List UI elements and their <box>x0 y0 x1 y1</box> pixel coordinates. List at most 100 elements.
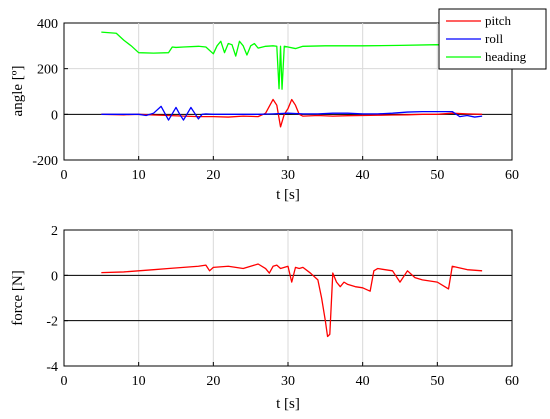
data-point-roll <box>190 107 191 108</box>
angle-x-tick-label: 40 <box>356 168 370 183</box>
data-point-roll <box>198 118 199 119</box>
data-point-heading <box>172 46 173 47</box>
data-point-pitch <box>317 115 318 116</box>
data-point-roll <box>179 114 180 115</box>
data-point-roll <box>272 113 273 114</box>
data-point-force-series <box>422 279 423 280</box>
data-point-heading <box>280 46 281 47</box>
data-point-force-series <box>258 263 259 264</box>
force-y-ticks: -4 -2 0 2 <box>46 224 68 375</box>
data-point-heading <box>243 45 244 46</box>
data-point-heading <box>246 54 247 55</box>
data-point-force-series <box>302 267 303 268</box>
data-point-pitch <box>291 99 292 100</box>
data-point-force-series <box>272 266 273 267</box>
data-point-roll <box>243 114 244 115</box>
data-point-pitch <box>407 114 408 115</box>
data-point-roll <box>164 113 165 114</box>
data-point-heading <box>278 88 279 89</box>
data-point-heading <box>123 40 124 41</box>
data-point-heading <box>250 45 251 46</box>
force-y-tick-label: -4 <box>46 360 58 375</box>
data-point-heading <box>220 41 221 42</box>
series-line-heading <box>101 31 483 90</box>
data-point-roll <box>205 113 206 114</box>
angle-x-tick-label: 30 <box>281 168 295 183</box>
data-point-force-series <box>414 277 415 278</box>
data-point-heading <box>302 46 303 47</box>
data-point-roll <box>287 113 288 114</box>
data-point-force-series <box>332 272 333 273</box>
force-x-tick-label: 10 <box>132 374 146 389</box>
data-point-heading <box>325 45 326 46</box>
data-point-heading <box>235 56 236 57</box>
force-x-tick-label: 30 <box>281 374 295 389</box>
data-point-pitch <box>287 108 288 109</box>
data-point-force-series <box>198 266 199 267</box>
force-x-axis-label: t [s] <box>276 396 300 412</box>
data-point-heading <box>183 46 184 47</box>
data-point-pitch <box>153 114 154 115</box>
force-x-tick-label: 50 <box>430 374 444 389</box>
data-point-pitch <box>258 116 259 117</box>
data-point-force-series <box>325 320 326 321</box>
data-point-heading <box>101 32 102 33</box>
data-point-roll <box>258 114 259 115</box>
data-point-force-series <box>444 286 445 287</box>
data-point-roll <box>392 113 393 114</box>
force-chart: 0 10 20 30 40 50 60 -4 -2 0 2 t [s] force [N] <box>10 224 519 412</box>
data-point-force-series <box>153 269 154 270</box>
data-point-heading <box>295 48 296 49</box>
angle-x-tick-label: 20 <box>206 168 220 183</box>
data-point-heading <box>281 89 282 90</box>
legend-label-roll: roll <box>485 31 503 46</box>
data-point-heading <box>284 46 285 47</box>
data-point-roll <box>213 114 214 115</box>
force-y-tick-label: -2 <box>46 315 58 330</box>
angle-legend: pitch roll heading <box>438 8 547 70</box>
data-point-roll <box>146 115 147 116</box>
data-point-heading <box>116 33 117 34</box>
angle-y-ticks: -200 0 200 400 <box>32 17 68 169</box>
data-point-pitch <box>183 116 184 117</box>
data-point-pitch <box>377 115 378 116</box>
force-x-tick-label: 40 <box>356 374 370 389</box>
data-point-pitch <box>332 116 333 117</box>
data-point-pitch <box>280 126 281 127</box>
force-x-tick-label: 0 <box>61 374 68 389</box>
angle-x-tick-label: 50 <box>430 168 444 183</box>
angle-y-axis-label: angle [º] <box>10 66 26 117</box>
data-point-roll <box>160 106 161 107</box>
data-point-force-series <box>183 267 184 268</box>
data-point-force-series <box>321 297 322 298</box>
data-point-pitch <box>213 116 214 117</box>
force-x-ticks: 0 10 20 30 40 50 60 <box>61 362 519 389</box>
data-point-force-series <box>482 270 483 271</box>
series-line-pitch <box>101 98 483 128</box>
data-point-heading <box>138 52 139 53</box>
data-point-heading <box>216 45 217 46</box>
data-point-pitch <box>295 105 296 106</box>
data-point-force-series <box>291 282 292 283</box>
data-point-force-series <box>340 286 341 287</box>
data-point-roll <box>467 115 468 116</box>
angle-y-tick-label: -200 <box>32 154 58 169</box>
data-point-heading <box>228 43 229 44</box>
data-point-roll <box>437 111 438 112</box>
data-point-pitch <box>422 114 423 115</box>
angle-x-tick-label: 60 <box>505 168 519 183</box>
angle-y-tick-label: 200 <box>37 63 58 78</box>
force-x-tick-label: 20 <box>206 374 220 389</box>
data-point-pitch <box>437 114 438 115</box>
legend-label-pitch: pitch <box>485 13 511 28</box>
data-point-roll <box>422 111 423 112</box>
data-point-pitch <box>302 116 303 117</box>
data-point-heading <box>272 45 273 46</box>
data-point-pitch <box>228 116 229 117</box>
data-point-force-series <box>168 268 169 269</box>
force-y-axis-label: force [N] <box>10 270 26 325</box>
data-point-pitch <box>452 113 453 114</box>
data-point-heading <box>399 45 400 46</box>
data-point-roll <box>175 107 176 108</box>
